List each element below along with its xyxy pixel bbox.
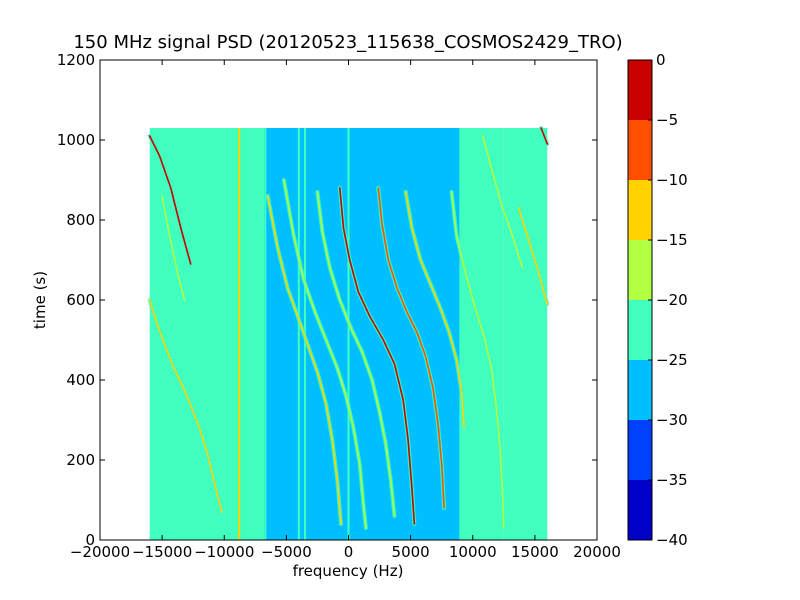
colorbar-tick-label: −30 bbox=[656, 411, 688, 429]
doppler-track bbox=[517, 207, 549, 305]
doppler-track bbox=[266, 195, 342, 525]
colorbar-tick-label: −10 bbox=[656, 171, 688, 189]
colorbar-segment bbox=[628, 240, 652, 300]
x-tick-label: −20000 bbox=[70, 543, 130, 561]
y-tick-label: 800 bbox=[66, 211, 95, 229]
colorbar-tick-label: −35 bbox=[656, 471, 688, 489]
y-tick-label: 200 bbox=[66, 451, 95, 469]
doppler-track bbox=[404, 191, 465, 429]
colorbar-segment bbox=[628, 120, 652, 180]
x-tick-label: 0 bbox=[344, 543, 354, 561]
colorbar-segment bbox=[628, 60, 652, 120]
x-tick-label: 10000 bbox=[449, 543, 497, 561]
colorbar-tick-label: −20 bbox=[656, 291, 688, 309]
y-tick-label: 0 bbox=[85, 531, 95, 549]
colorbar-tick-label: −15 bbox=[656, 231, 688, 249]
y-axis-label: time (s) bbox=[31, 271, 49, 329]
x-axis: −20000 −15000 −10000 −5000 0 5000 10000 15000 20… bbox=[70, 60, 621, 561]
y-tick-label: 400 bbox=[66, 371, 95, 389]
signal-tracks bbox=[147, 126, 550, 540]
colorbar-segment bbox=[628, 300, 652, 360]
doppler-track bbox=[148, 299, 223, 513]
x-axis-label: frequency (Hz) bbox=[293, 562, 404, 580]
x-tick-label: −10000 bbox=[194, 543, 254, 561]
doppler-track bbox=[481, 135, 524, 269]
y-tick-label: 600 bbox=[66, 291, 95, 309]
doppler-track bbox=[540, 127, 549, 145]
doppler-track bbox=[316, 191, 396, 517]
doppler-track bbox=[338, 187, 416, 525]
x-tick-label: 5000 bbox=[392, 543, 430, 561]
y-tick-label: 1200 bbox=[57, 51, 95, 69]
colorbar-tick-label: −40 bbox=[656, 531, 688, 549]
colorbar-segment bbox=[628, 360, 652, 420]
psd-region bbox=[503, 128, 548, 540]
colorbar-segment bbox=[628, 180, 652, 240]
colorbar: −40 −35 −30 −25 −20 −15 −10 −5 0 bbox=[627, 51, 688, 549]
doppler-track bbox=[377, 187, 446, 509]
doppler-track bbox=[161, 195, 186, 301]
colorbar-segment bbox=[628, 480, 652, 540]
colorbar-segment bbox=[628, 420, 652, 480]
y-axis: 0 200 400 600 800 1000 1200 bbox=[57, 51, 597, 549]
psd-region bbox=[149, 128, 265, 540]
x-tick-label: −15000 bbox=[132, 543, 192, 561]
colorbar-tick-label: −25 bbox=[656, 351, 688, 369]
x-tick-label: −5000 bbox=[261, 543, 312, 561]
x-tick-label: 15000 bbox=[511, 543, 559, 561]
colorbar-tick-label: 0 bbox=[656, 51, 666, 69]
y-tick-label: 1000 bbox=[57, 131, 95, 149]
doppler-track bbox=[148, 135, 192, 265]
x-tick-label: 20000 bbox=[573, 543, 621, 561]
chart-title: 150 MHz signal PSD (20120523_115638_COSM… bbox=[73, 32, 622, 53]
colorbar-tick-label: −5 bbox=[656, 111, 678, 129]
doppler-track bbox=[283, 179, 367, 529]
plot-area bbox=[149, 128, 548, 540]
doppler-track bbox=[450, 191, 505, 529]
